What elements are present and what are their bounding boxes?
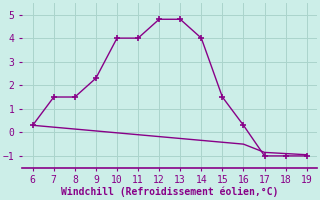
X-axis label: Windchill (Refroidissement éolien,°C): Windchill (Refroidissement éolien,°C): [61, 187, 278, 197]
